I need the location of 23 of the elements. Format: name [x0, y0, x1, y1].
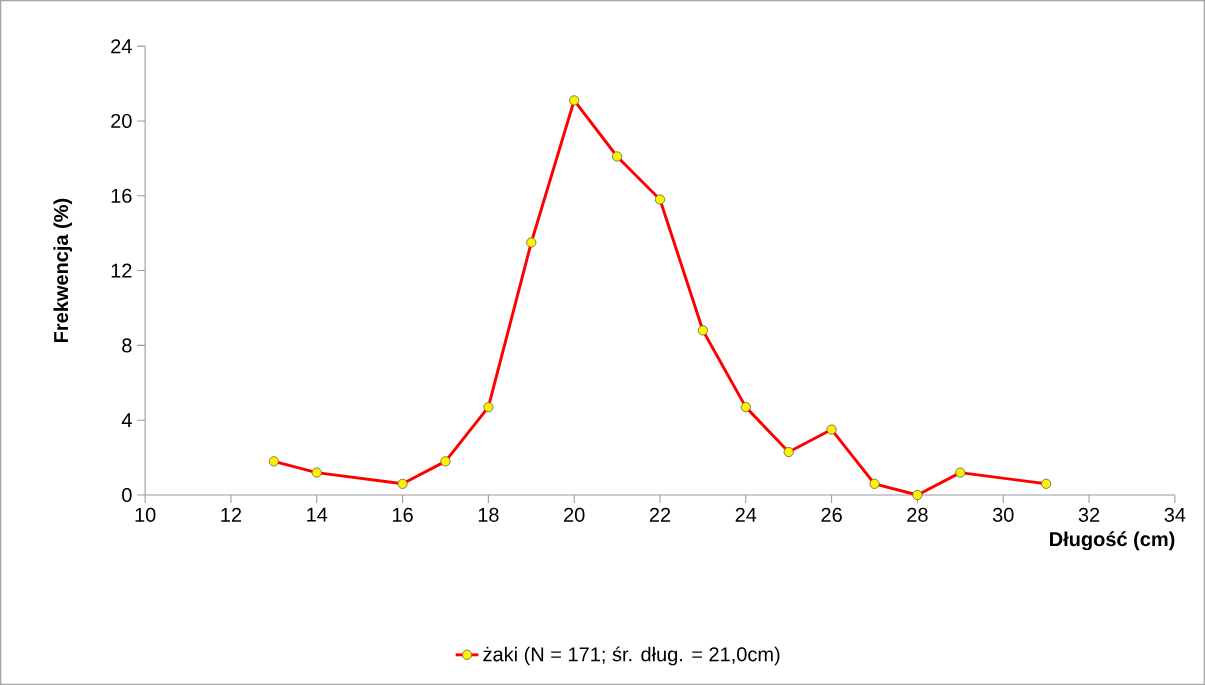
- y-tick-label: 20: [111, 113, 132, 128]
- x-tick-label: 20: [564, 507, 585, 522]
- y-tick-label: 4: [121, 413, 132, 428]
- legend-label: żaki (N = 171; śr. dług. = 21,0cm): [483, 646, 780, 666]
- x-tick-label: 10: [135, 507, 156, 522]
- x-tick-label: 12: [221, 507, 242, 522]
- y-tick-label: 12: [111, 263, 132, 278]
- y-tick-label: 24: [111, 39, 132, 54]
- y-tick-label: 16: [111, 188, 132, 203]
- x-tick-label: 30: [992, 507, 1014, 522]
- x-tick-label: 24: [735, 507, 757, 522]
- x-tick-label: 22: [649, 507, 671, 522]
- y-tick-label: 0: [122, 487, 132, 503]
- x-tick-label: 28: [907, 507, 928, 522]
- x-tick-label: 14: [307, 507, 328, 522]
- x-tick-label: 18: [478, 507, 499, 522]
- x-tick-label: 32: [1078, 507, 1100, 522]
- x-axis-title: Długość (cm): [1050, 531, 1175, 551]
- x-tick-label: 16: [392, 507, 413, 522]
- y-tick-label: 8: [122, 338, 132, 353]
- x-tick-label: 26: [821, 507, 842, 522]
- x-tick-label: 34: [1164, 507, 1186, 522]
- y-axis-title: Frekwencja (%): [53, 198, 73, 342]
